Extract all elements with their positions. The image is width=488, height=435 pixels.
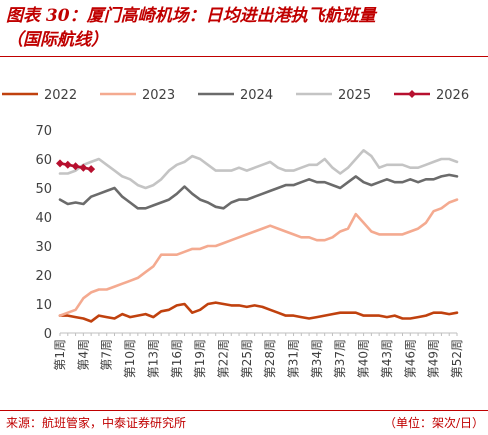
source-note: 来源：航班管家，中泰证券研究所	[6, 416, 187, 430]
x-tick-label: 第40周	[357, 339, 371, 378]
x-tick-label: 第49周	[427, 339, 441, 378]
series-marker-2026	[56, 159, 64, 168]
x-tick-label: 第7周	[100, 339, 114, 371]
chart-title-line2: （国际航线）	[6, 30, 108, 50]
x-tick-label: 第16周	[170, 339, 184, 378]
y-tick-label: 20	[35, 269, 52, 284]
chart-title-line1: 图表 30：厦门高崎机场：日均进出港执飞航班量	[6, 6, 376, 26]
y-tick-label: 60	[35, 153, 52, 168]
y-tick-label: 70	[35, 124, 52, 139]
series-marker-2026	[79, 163, 88, 172]
line-chart: 2022 2023 2024 2025 2026 0 10 20 30 40 50 60 70 第1周…	[2, 88, 469, 378]
series-marker-2026	[63, 160, 72, 169]
legend-label-2022: 2022	[44, 88, 77, 103]
chart-title: 图表 30：厦门高崎机场：日均进出港执飞航班量 （国际航线）	[6, 4, 484, 52]
y-tick-label: 0	[44, 327, 52, 342]
legend-marker-2026	[408, 90, 416, 98]
legend-label-2025: 2025	[338, 88, 371, 103]
unit-note: （单位：架次/日）	[383, 416, 484, 430]
series-marker-2026	[71, 162, 80, 171]
footer-divider	[0, 410, 488, 411]
series-line-2023	[58, 198, 459, 317]
y-tick-label: 30	[35, 240, 52, 255]
x-tick-label: 第22周	[216, 339, 230, 378]
y-tick-label: 10	[35, 298, 52, 313]
legend-label-2024: 2024	[240, 88, 273, 103]
series-marker-2026	[87, 165, 96, 174]
series-line-2022	[58, 301, 459, 323]
legend-label-2026: 2026	[436, 88, 469, 103]
plot-area	[56, 149, 459, 323]
x-tick-label: 第43周	[380, 339, 394, 378]
x-tick-label: 第37周	[333, 339, 347, 378]
x-tick-label: 第13周	[146, 339, 160, 378]
x-tick-label: 第28周	[263, 339, 277, 378]
x-tick-label: 第25周	[240, 339, 254, 378]
x-tick-label: 第34周	[310, 339, 324, 378]
legend-label-2023: 2023	[142, 88, 175, 103]
x-tick-label: 第31周	[287, 339, 301, 378]
x-axis: 第1周 第4周 第7周 第10周 第13周 第16周 第19周 第22周 第25周 第28周 第31…	[53, 332, 464, 378]
x-tick-label: 第1周	[53, 339, 67, 371]
x-tick-label: 第19周	[193, 339, 207, 378]
title-divider	[0, 56, 488, 57]
x-tick-label: 第10周	[123, 339, 137, 378]
series-line-2025	[58, 149, 459, 190]
y-tick-label: 40	[35, 211, 52, 226]
x-tick-label: 第46周	[403, 339, 417, 378]
y-tick-label: 50	[35, 182, 52, 197]
x-tick-label: 第4周	[76, 339, 90, 371]
y-axis: 0 10 20 30 40 50 60 70	[35, 124, 52, 342]
series-line-2024	[58, 173, 459, 210]
x-tick-label: 第52周	[450, 339, 464, 378]
chart-legend: 2022 2023 2024 2025 2026	[2, 88, 469, 103]
